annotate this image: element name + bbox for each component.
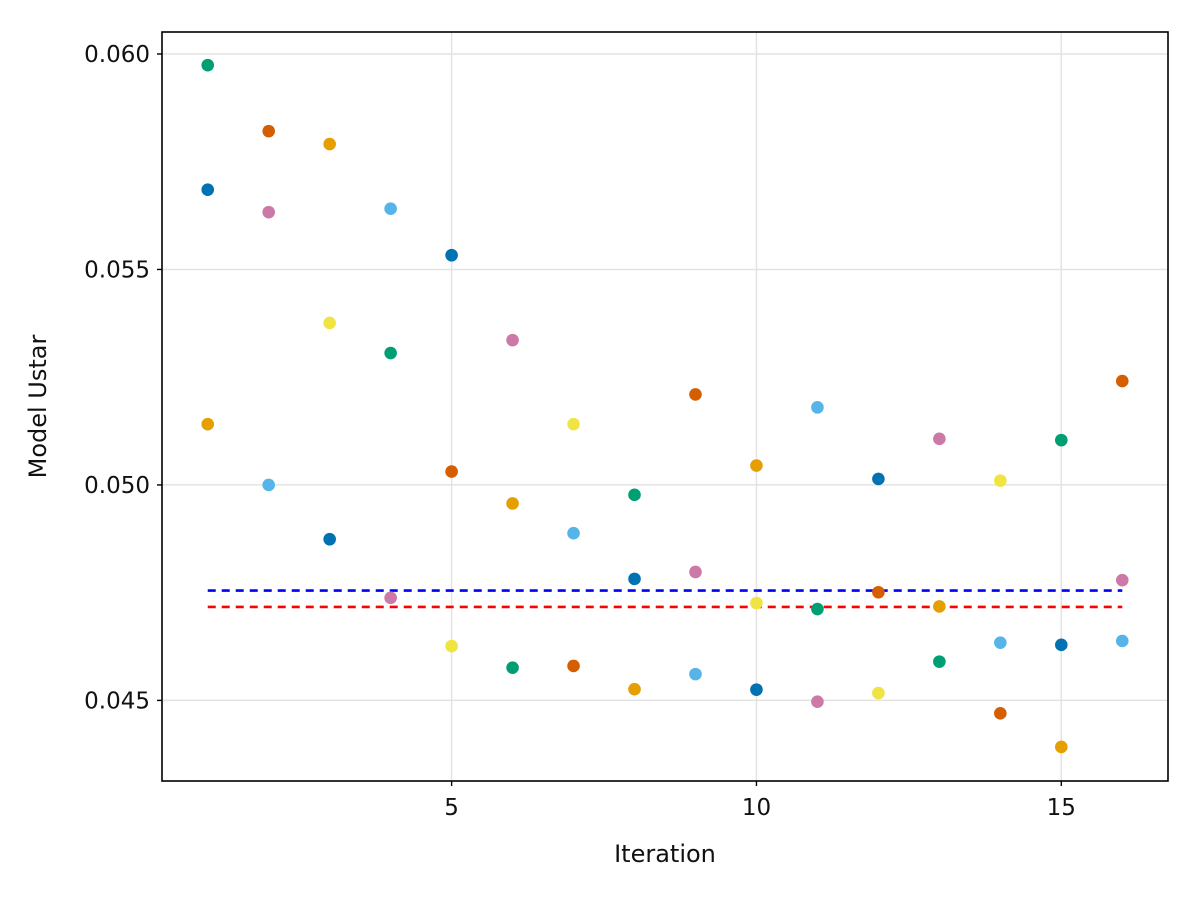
data-point <box>567 417 580 431</box>
data-point <box>445 465 458 478</box>
data-point <box>1115 634 1129 648</box>
reference-lines <box>207 589 1123 609</box>
data-point <box>994 636 1007 649</box>
data-point <box>445 248 458 262</box>
data-point <box>445 639 458 653</box>
data-point <box>262 205 275 219</box>
data-point <box>567 526 580 540</box>
data-point <box>811 602 824 616</box>
data-point <box>506 661 519 674</box>
data-point <box>323 316 336 330</box>
data-point <box>506 333 519 347</box>
data-point <box>262 124 275 138</box>
y-tick-label: 0.045 <box>84 688 150 714</box>
data-point <box>872 686 885 700</box>
data-point <box>262 478 275 492</box>
data-point <box>384 591 397 605</box>
data-point <box>1055 638 1068 652</box>
y-tick-label: 0.060 <box>84 42 150 68</box>
x-tick-label: 10 <box>742 795 771 821</box>
axis-ticks: 5 10 15 0.045 0.050 0.055 0.060 <box>84 42 1076 821</box>
data-point <box>384 346 397 360</box>
data-point <box>628 682 641 696</box>
data-points <box>201 58 1129 754</box>
data-point <box>567 659 580 673</box>
data-point <box>628 572 641 586</box>
data-point <box>384 202 397 215</box>
y-axis-label: Model Ustar <box>24 335 52 479</box>
data-point <box>1055 433 1068 447</box>
x-tick-label: 5 <box>444 795 459 821</box>
data-point <box>689 667 702 681</box>
data-point <box>689 388 702 401</box>
data-point <box>323 137 336 151</box>
data-point <box>201 183 215 197</box>
data-point <box>750 683 763 696</box>
data-point <box>201 417 215 431</box>
data-point <box>323 532 336 546</box>
data-point <box>994 474 1007 487</box>
y-tick-label: 0.050 <box>84 473 150 499</box>
data-point <box>750 596 763 610</box>
data-point <box>1055 740 1068 754</box>
data-point <box>1115 573 1129 587</box>
data-point <box>628 488 641 502</box>
data-point <box>872 585 885 599</box>
data-point <box>750 459 763 472</box>
data-point <box>933 600 946 613</box>
x-axis-label: Iteration <box>614 840 716 868</box>
data-point <box>1115 374 1129 388</box>
data-point <box>872 472 885 486</box>
data-point <box>933 655 946 668</box>
y-tick-label: 0.055 <box>84 257 150 283</box>
data-point <box>811 695 824 709</box>
data-point <box>689 565 702 579</box>
plot-frame <box>161 31 1169 782</box>
data-point <box>811 401 824 414</box>
data-point <box>994 707 1007 720</box>
grid-lines <box>162 32 1168 781</box>
data-point <box>506 497 519 510</box>
x-tick-label: 15 <box>1047 795 1076 821</box>
data-point <box>933 432 946 446</box>
data-point <box>201 58 215 72</box>
